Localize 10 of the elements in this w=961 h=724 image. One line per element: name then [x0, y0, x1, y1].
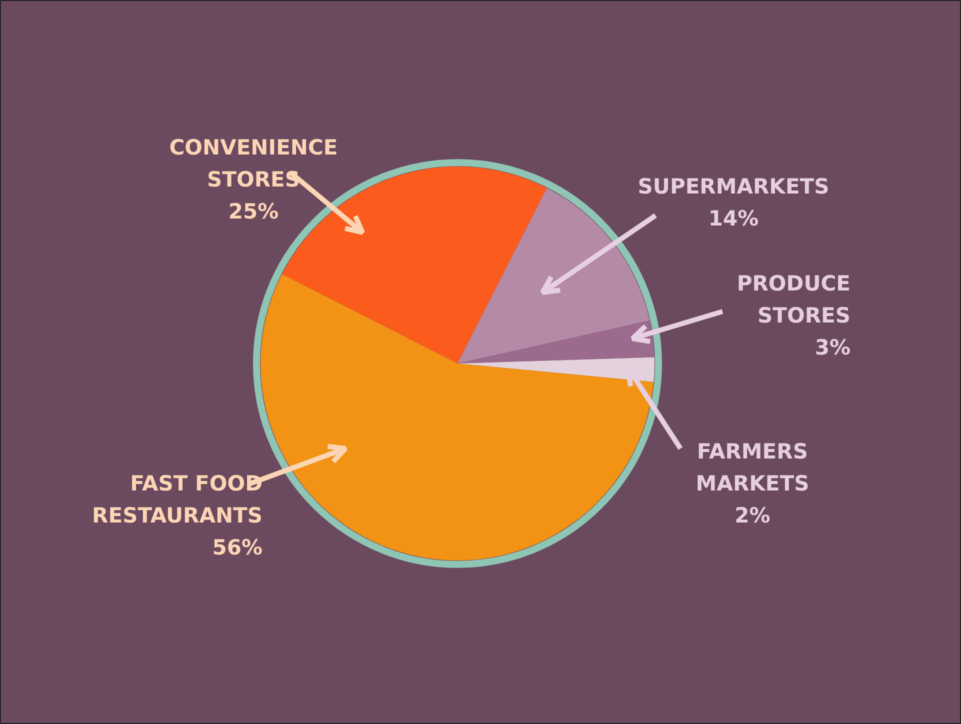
data-label: 25%	[228, 200, 279, 224]
data-label: 14%	[708, 206, 759, 230]
data-label: 56%	[212, 536, 262, 560]
slice-label: CONVENIENCE STORES	[169, 136, 338, 192]
slice-label: FAST FOOD RESTAURANTS	[92, 472, 263, 528]
slice-label: SUPERMARKETS	[638, 174, 830, 198]
slice-label: FARMERS MARKETS	[696, 440, 810, 496]
data-label: 3%	[814, 336, 851, 360]
data-label: 2%	[734, 504, 770, 528]
slice-label: PRODUCE STORES	[736, 272, 851, 328]
